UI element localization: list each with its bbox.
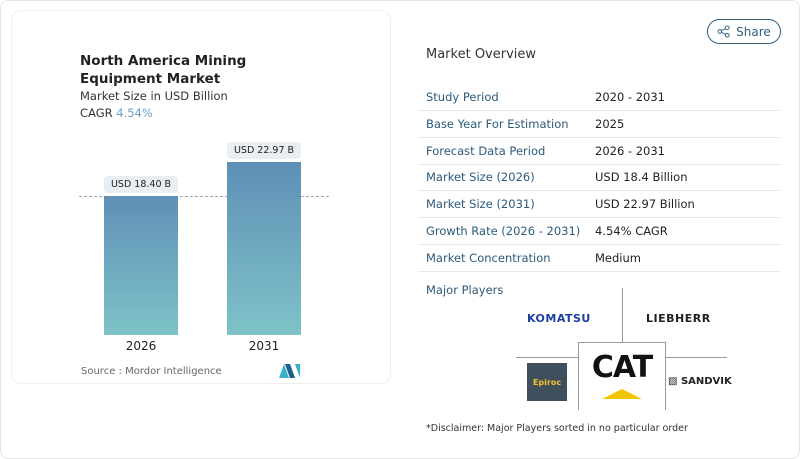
chart-card (11, 10, 391, 384)
mordor-logo-icon (279, 364, 300, 378)
chart-subtitle: Market Size in USD Billion (80, 89, 228, 103)
disclaimer: *Disclaimer: Major Players sorted in no … (426, 423, 688, 434)
row-value: 2026 - 2031 (595, 143, 665, 158)
komatsu-logo: KOMATSU (527, 312, 591, 325)
share-button[interactable]: Share (707, 19, 781, 44)
share-label: Share (736, 24, 771, 39)
overview-row: Base Year For Estimation 2025 (418, 111, 780, 138)
sandvik-logo: ▧ SANDVIK (668, 376, 732, 387)
major-players-label: Major Players (426, 283, 504, 297)
x-tick-label: 2026 (125, 339, 157, 353)
cat-logo: CAT (591, 352, 653, 403)
cat-triangle-icon (602, 389, 642, 399)
row-label: Market Concentration (426, 250, 551, 265)
epiroc-logo: Epiroc (527, 363, 567, 401)
row-value: 2020 - 2031 (595, 90, 665, 104)
row-value: 4.54% CAGR (595, 224, 668, 238)
overview-row: Forecast Data Period 2026 - 2031 (418, 138, 780, 165)
row-value: Medium (595, 250, 641, 265)
data-label: USD 22.97 B (226, 142, 302, 159)
overview-row: Study Period 2020 - 2031 (418, 84, 780, 111)
row-label: Market Size (2026) (426, 170, 535, 185)
overview-row: Market Size (2031) USD 22.97 Billion (418, 191, 780, 219)
data-label: USD 18.40 B (103, 176, 179, 194)
reference-line (79, 196, 329, 197)
cagr: CAGR 4.54% (80, 106, 153, 120)
row-label: Forecast Data Period (426, 143, 546, 158)
x-tick-label: 2031 (248, 339, 280, 353)
row-value: USD 22.97 Billion (595, 197, 695, 212)
overview-row: Market Concentration Medium (418, 245, 780, 272)
row-label: Market Size (2031) (426, 197, 535, 212)
row-value: 2025 (595, 116, 625, 131)
row-value: USD 18.4 Billion (595, 170, 688, 185)
row-label: Base Year For Estimation (426, 116, 569, 131)
bar-2031 (227, 162, 301, 335)
overview-row: Market Size (2026) USD 18.4 Billion (418, 164, 780, 192)
cagr-label: CAGR (80, 106, 113, 120)
cat-logo-box (578, 342, 666, 410)
overview-title: Market Overview (426, 47, 537, 62)
cagr-value: 4.54% (116, 106, 153, 120)
liebherr-logo: LIEBHERR (646, 312, 711, 325)
row-label: Study Period (426, 90, 499, 104)
bar-2026 (104, 196, 178, 335)
chart-title: North America Mining Equipment Market (80, 53, 247, 87)
share-icon (717, 25, 730, 38)
source-text: Source : Mordor Intelligence (81, 366, 222, 377)
overview-row: Growth Rate (2026 - 2031) 4.54% CAGR (418, 218, 780, 245)
row-label: Growth Rate (2026 - 2031) (426, 224, 581, 238)
